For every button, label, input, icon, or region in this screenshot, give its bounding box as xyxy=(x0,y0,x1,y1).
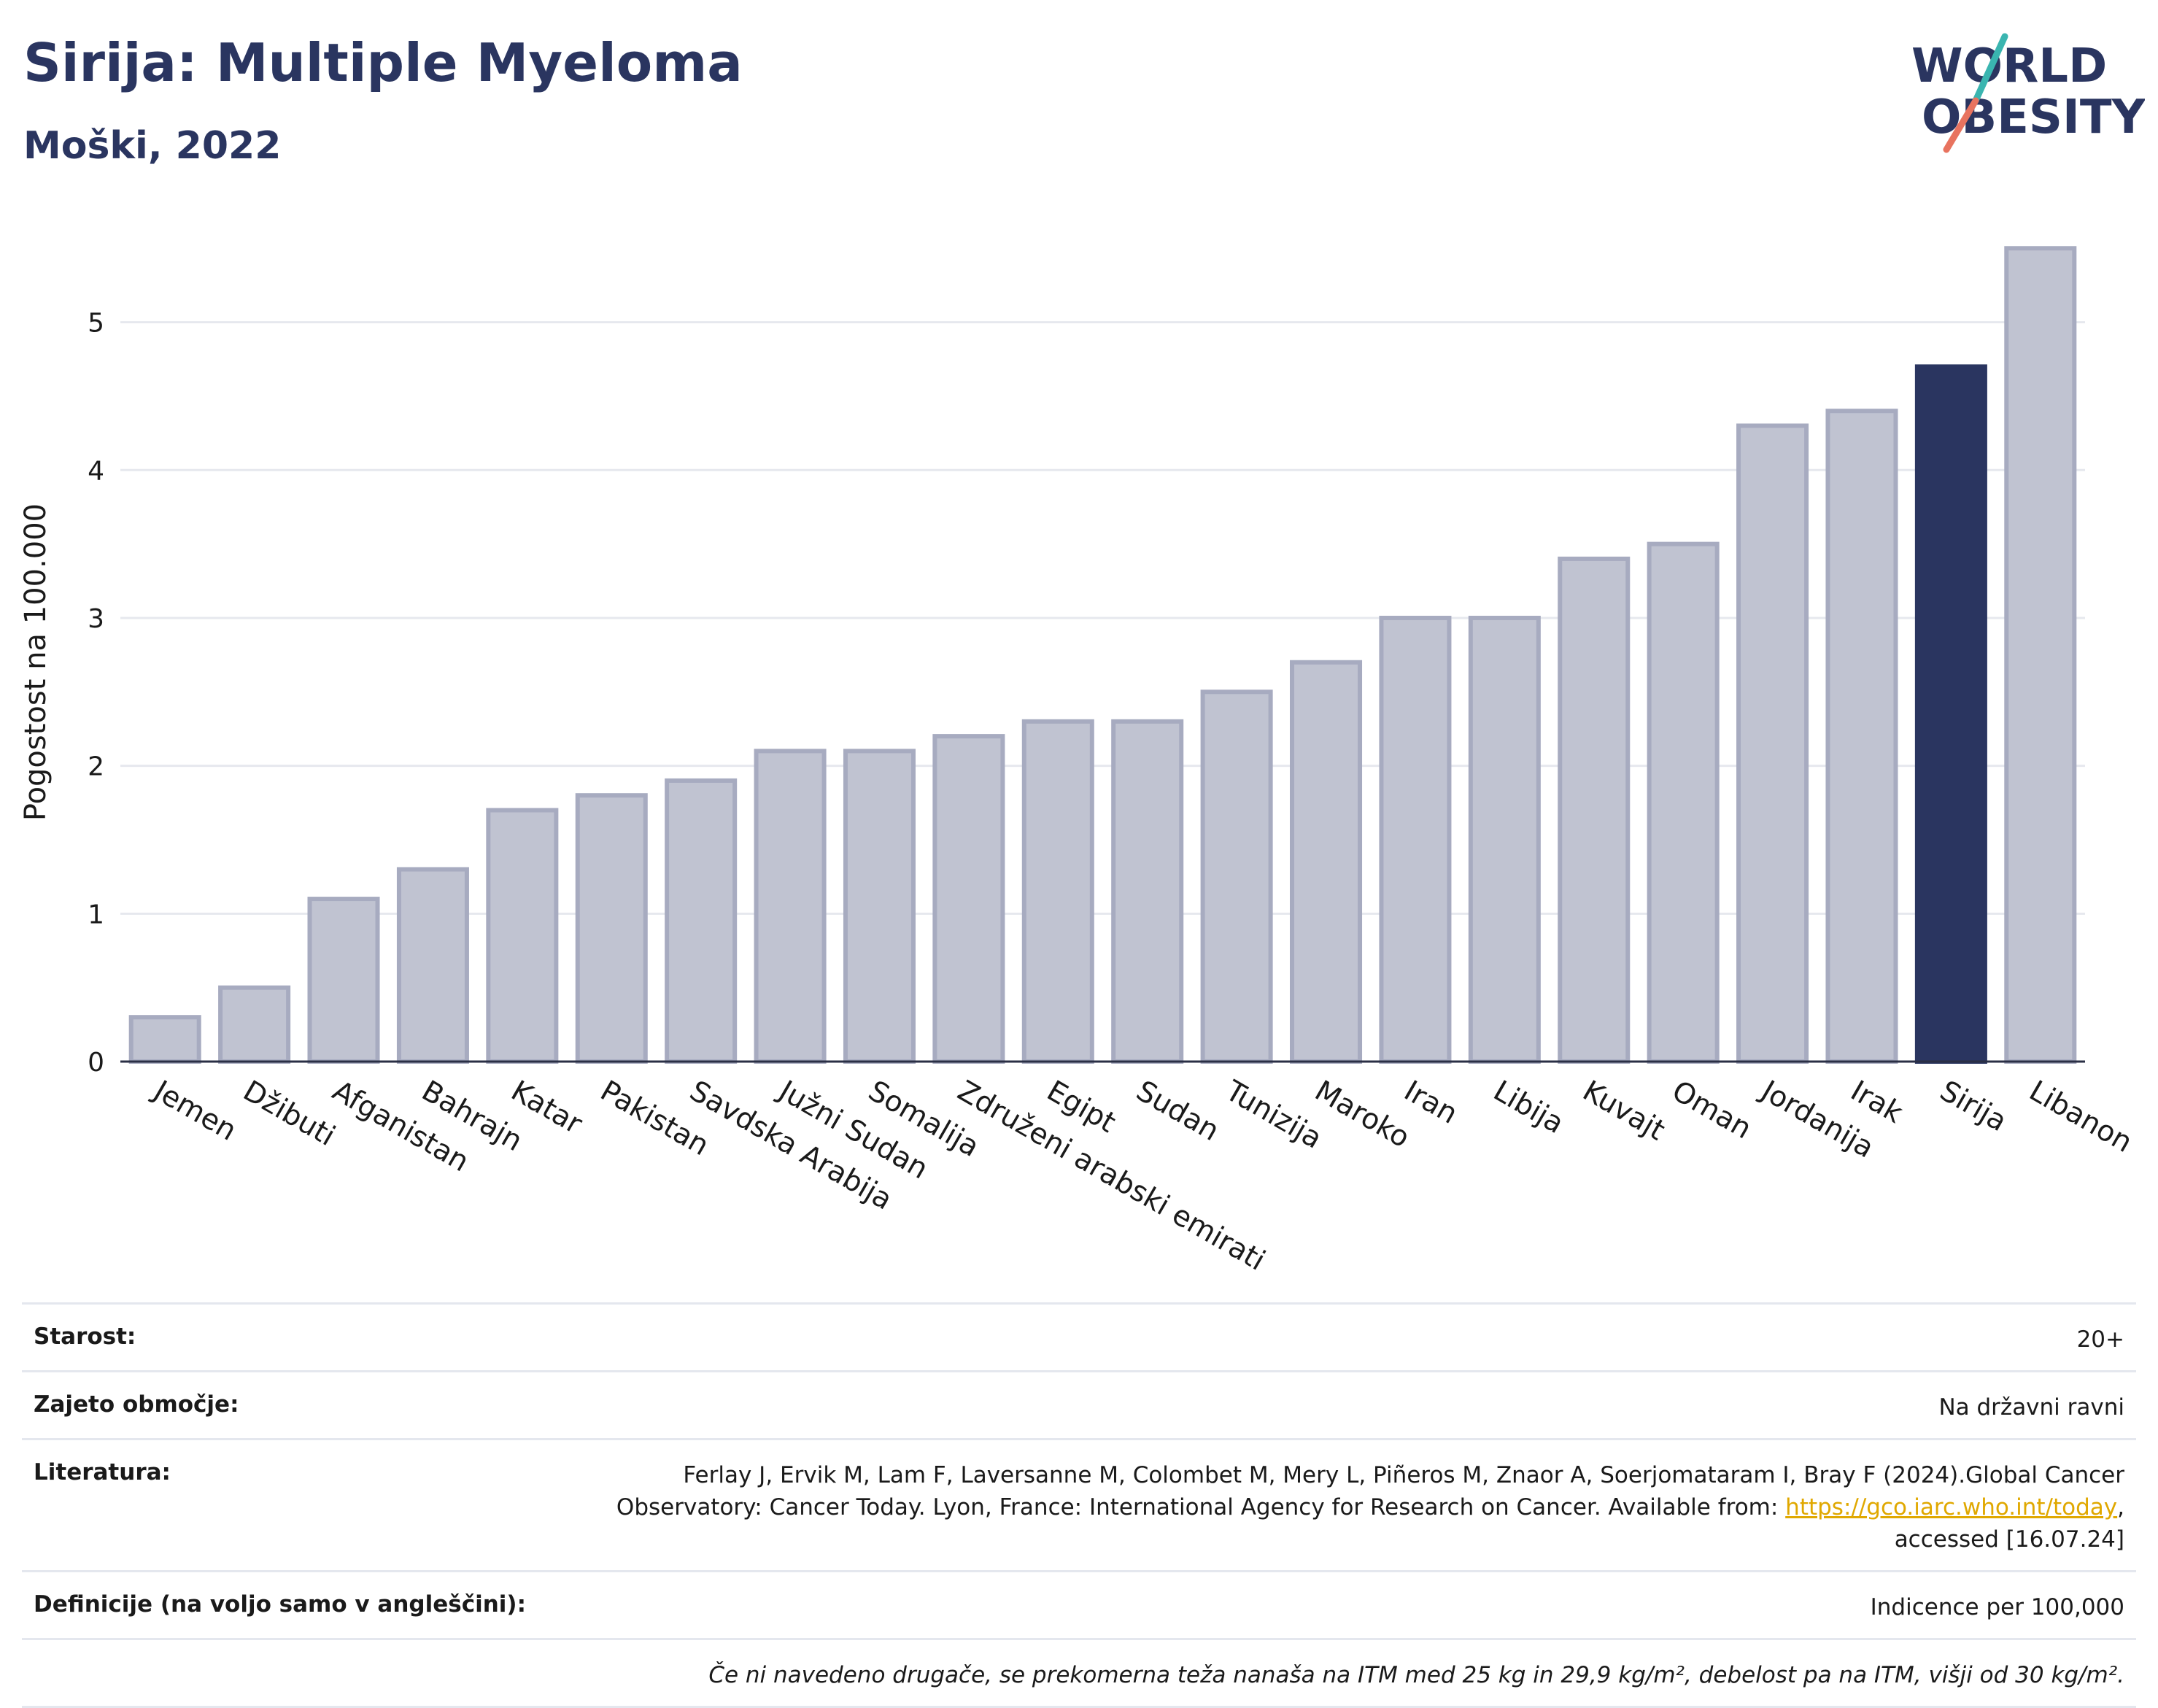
logo-text-obesity: OBESITY xyxy=(1922,90,2145,144)
bar-maroko xyxy=(1290,660,1363,1064)
bar-egipt xyxy=(1021,719,1094,1064)
x-tick-label: Libanon xyxy=(2024,1075,2138,1159)
literature-text: Ferlay J, Ervik M, Lam F, Laversanne M, … xyxy=(616,1462,2124,1520)
x-tick-label: Kuvajt xyxy=(1577,1075,1671,1148)
x-tick-label: Oman xyxy=(1666,1075,1757,1146)
info-table: Starost: 20+ Zajeto območje: Na državni … xyxy=(22,1302,2136,1708)
bar-sirija xyxy=(1914,364,1987,1064)
bar-bahrajn xyxy=(396,867,469,1064)
y-tick-label: 1 xyxy=(88,900,104,930)
logo-slash-teal xyxy=(1972,33,2008,104)
world-obesity-logo: WORLD OBESITY xyxy=(1911,33,2145,153)
y-tick-labels: 0 1 2 3 4 5 xyxy=(88,309,104,1078)
bar-somalija xyxy=(843,749,916,1064)
bar-irak xyxy=(1825,409,1898,1064)
bar-džibuti xyxy=(218,985,291,1064)
y-tick-label: 5 xyxy=(88,309,104,339)
age-label: Starost: xyxy=(34,1323,136,1350)
info-row-area: Zajeto območje: Na državni ravni xyxy=(22,1370,2136,1438)
bar-iran xyxy=(1379,615,1452,1064)
x-tick-label: Džibuti xyxy=(238,1075,341,1153)
definitions-label: Definicije (na voljo samo v angleščini): xyxy=(34,1591,526,1618)
x-tick-label: Jemen xyxy=(147,1073,242,1148)
page-title: Sirija: Multiple Myeloma xyxy=(23,32,743,93)
literature-value: Ferlay J, Ervik M, Lam F, Laversanne M, … xyxy=(534,1459,2124,1556)
bars xyxy=(128,246,2077,1064)
footnote: Če ni navedeno drugače, se prekomerna te… xyxy=(708,1662,2124,1688)
bar-združeni-arabski-emirati xyxy=(932,734,1005,1064)
x-tick-label: Maroko xyxy=(1310,1075,1415,1155)
bar-afganistan xyxy=(307,897,380,1064)
bar-pakistan xyxy=(575,793,648,1064)
area-value: Na državni ravni xyxy=(1938,1394,2124,1421)
bar-libija xyxy=(1468,615,1541,1064)
info-row-note: Če ni navedeno drugače, se prekomerna te… xyxy=(22,1638,2136,1708)
literature-link[interactable]: https://gco.iarc.who.int/today xyxy=(1785,1494,2118,1520)
y-tick-label: 2 xyxy=(88,752,104,782)
bar-kuvajt xyxy=(1558,556,1631,1064)
bar-savdska-arabija xyxy=(665,778,738,1064)
area-label: Zajeto območje: xyxy=(34,1391,239,1418)
y-tick-label: 4 xyxy=(88,456,104,486)
bar-južni-sudan xyxy=(754,749,827,1064)
info-row-literature: Literatura: Ferlay J, Ervik M, Lam F, La… xyxy=(22,1438,2136,1570)
y-tick-label: 3 xyxy=(88,604,104,634)
x-tick-label: Sudan xyxy=(1131,1075,1225,1148)
page-subtitle: Moški, 2022 xyxy=(23,124,282,168)
bar-libanon xyxy=(2004,246,2077,1064)
x-tick-label: Libija xyxy=(1488,1075,1569,1140)
logo-text-world: WORLD xyxy=(1911,39,2107,93)
bar-jemen xyxy=(128,1015,201,1064)
y-tick-label: 0 xyxy=(88,1048,104,1078)
logo-slash-coral xyxy=(1943,97,1979,153)
info-row-age: Starost: 20+ xyxy=(22,1302,2136,1370)
x-tick-label: Tunizija xyxy=(1219,1074,1327,1156)
bar-katar xyxy=(486,808,559,1064)
definitions-value: Indicence per 100,000 xyxy=(1870,1594,2124,1620)
y-axis-label: Pogostost na 100.000 xyxy=(19,503,53,821)
bar-oman xyxy=(1647,541,1720,1064)
bar-sudan xyxy=(1111,719,1184,1064)
x-tick-label: Sirija xyxy=(1934,1075,2012,1139)
age-value: 20+ xyxy=(2076,1326,2124,1353)
literature-label: Literatura: xyxy=(34,1459,171,1485)
info-row-definitions: Definicije (na voljo samo v angleščini):… xyxy=(22,1570,2136,1638)
bar-tunizija xyxy=(1200,689,1273,1064)
bar-chart: 0 1 2 3 4 5 JemenDžibutiAfganistanBahrajnKata… xyxy=(19,246,2138,1278)
literature-accessed: , accessed [16.07.24] xyxy=(1894,1494,2124,1553)
bar-jordanija xyxy=(1736,423,1809,1064)
